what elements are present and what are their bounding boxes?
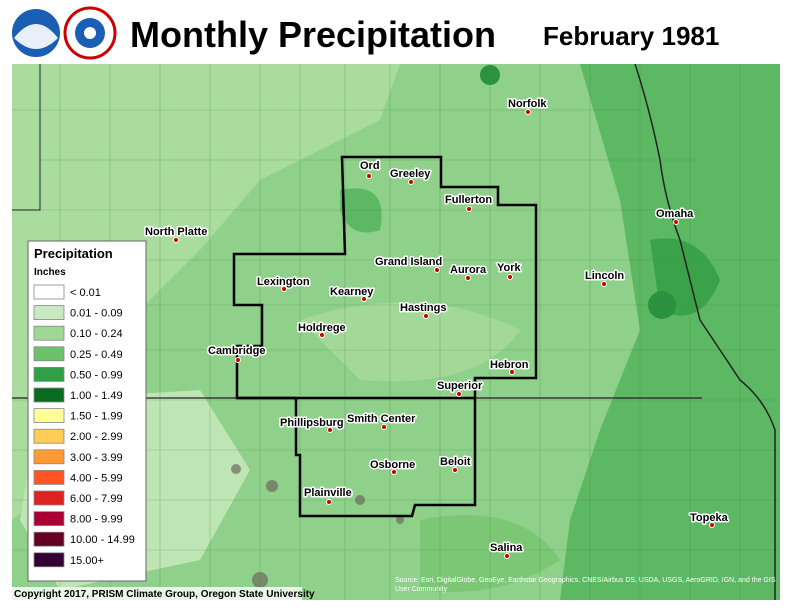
city-label: Lexington bbox=[257, 276, 310, 288]
legend-swatch bbox=[33, 346, 65, 362]
source: Source: Esri, DigitalGlobe, GeoEye, Eart… bbox=[395, 577, 776, 593]
legend-label: < 0.01 bbox=[70, 287, 101, 299]
logos bbox=[10, 6, 117, 60]
date: February 1981 bbox=[543, 21, 719, 51]
copyright: Copyright 2017, PRISM Climate Group, Ore… bbox=[14, 589, 315, 600]
city-label: Lincoln bbox=[585, 270, 624, 282]
legend-label: 1.50 - 1.99 bbox=[70, 411, 123, 423]
title: Monthly Precipitation bbox=[130, 14, 496, 55]
legend-swatch bbox=[33, 490, 65, 506]
city-label: Aurora bbox=[450, 264, 487, 276]
city-label: Holdrege bbox=[298, 322, 346, 334]
legend-swatch bbox=[33, 325, 65, 341]
city-label: Osborne bbox=[370, 459, 415, 471]
legend-label: 0.10 - 0.24 bbox=[70, 328, 123, 340]
legend-label: 10.00 - 14.99 bbox=[70, 534, 135, 546]
city-label: Omaha bbox=[656, 208, 694, 220]
legend-swatch bbox=[33, 305, 65, 321]
legend-swatch bbox=[33, 449, 65, 465]
city-label: York bbox=[497, 262, 522, 274]
legend-label: 3.00 - 3.99 bbox=[70, 452, 123, 464]
region-outline bbox=[232, 155, 538, 518]
legend-swatch bbox=[33, 408, 65, 424]
legend-swatch bbox=[33, 511, 65, 527]
city-label: Fullerton bbox=[445, 194, 492, 206]
city-label: Grand Island bbox=[375, 256, 442, 268]
legend-label: 0.50 - 0.99 bbox=[70, 369, 123, 381]
legend-subtitle: Inches bbox=[34, 267, 66, 278]
city-label: Greeley bbox=[390, 168, 431, 180]
river-border bbox=[634, 63, 776, 600]
legend-swatch bbox=[33, 284, 65, 300]
city-label: Plainville bbox=[304, 487, 352, 499]
legend-label: 6.00 - 7.99 bbox=[70, 493, 123, 505]
legend-label: 8.00 - 9.99 bbox=[70, 514, 123, 526]
city-label: Beloit bbox=[440, 456, 471, 468]
city-label: Hebron bbox=[490, 359, 529, 371]
legend-swatch bbox=[33, 428, 65, 444]
city-label: Smith Center bbox=[347, 413, 416, 425]
legend-swatch bbox=[33, 387, 65, 403]
legend-swatch bbox=[33, 469, 65, 485]
source-box: Source: Esri, DigitalGlobe, GeoEye, Eart… bbox=[395, 577, 776, 593]
city-label: Kearney bbox=[330, 286, 374, 298]
legend-label: 15.00+ bbox=[70, 555, 104, 567]
city-label: Ord bbox=[360, 160, 380, 172]
legend-title: Precipitation bbox=[34, 246, 113, 261]
city-label: Topeka bbox=[690, 512, 729, 524]
legend-swatch bbox=[33, 552, 65, 568]
city-label: Phillipsburg bbox=[280, 417, 344, 429]
legend-label: 4.00 - 5.99 bbox=[70, 472, 123, 484]
city-label: Cambridge bbox=[208, 345, 265, 357]
city-label: Hastings bbox=[400, 302, 446, 314]
city-label: Salina bbox=[490, 542, 523, 554]
city-label: Norfolk bbox=[508, 98, 547, 110]
legend-label: 0.25 - 0.49 bbox=[70, 349, 123, 361]
legend-swatch bbox=[33, 366, 65, 382]
legend-label: 1.00 - 1.49 bbox=[70, 390, 123, 402]
legend: Precipitation Inches < 0.01 0.01 - 0.09 0.… bbox=[27, 240, 147, 582]
legend-swatch bbox=[33, 531, 65, 547]
legend-label: 0.01 - 0.09 bbox=[70, 308, 123, 320]
legend-label: 2.00 - 2.99 bbox=[70, 431, 123, 443]
cities: Norfolk Ord Greeley Fullerton Omaha Nort… bbox=[144, 97, 730, 559]
city-label: Superior bbox=[437, 380, 483, 392]
city-label: North Platte bbox=[145, 226, 207, 238]
